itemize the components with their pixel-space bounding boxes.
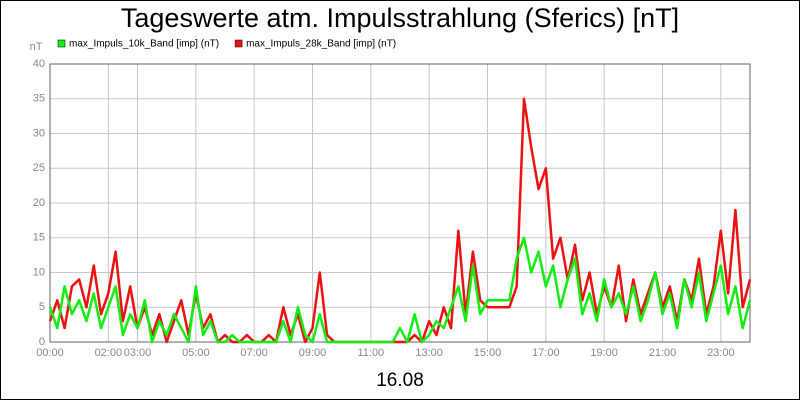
y-tick-label: 10 [33,266,45,278]
data-line [48,97,752,344]
legend-label: max_Impuls_10k_Band [imp] (nT) [69,39,219,50]
legend-swatch [234,39,243,48]
x-tick-label: 19:00 [590,347,618,359]
y-tick-label: 0 [39,336,45,348]
y-tick-label: 35 [33,93,45,105]
x-tick-label: 02:00 [95,347,123,359]
x-tick-label: 05:00 [182,347,210,359]
y-tick-label: 15 [33,232,45,244]
y-tick-label: 20 [33,197,45,209]
x-tick-label: 17:00 [532,347,560,359]
x-tick-label: 00:00 [36,347,64,359]
legend-label: max_Impuls_28k_Band [imp] (nT) [246,39,396,50]
chart-title: Tageswerte atm. Impulsstrahlung (Sferics… [121,3,679,33]
y-tick-label: 30 [33,127,45,139]
y-tick-label: 5 [39,301,45,313]
y-tick-label: 40 [33,58,45,70]
x-tick-label: 23:00 [707,347,735,359]
legend: max_Impuls_10k_Band [imp] (nT) max_Impuls… [57,39,396,50]
x-tick-label: 15:00 [474,347,502,359]
y-tick-label: 25 [33,162,45,174]
x-axis-label: 16.08 [376,370,424,391]
legend-swatch [57,39,66,48]
x-tick-label: 09:00 [299,347,327,359]
x-tick-label: 21:00 [649,347,677,359]
x-tick-label: 03:00 [124,347,152,359]
y-axis-label: nT [30,41,43,53]
x-tick-label: 13:00 [415,347,443,359]
x-tick-label: 11:00 [357,347,384,359]
data-line [48,236,752,344]
x-tick-label: 07:00 [240,347,268,359]
